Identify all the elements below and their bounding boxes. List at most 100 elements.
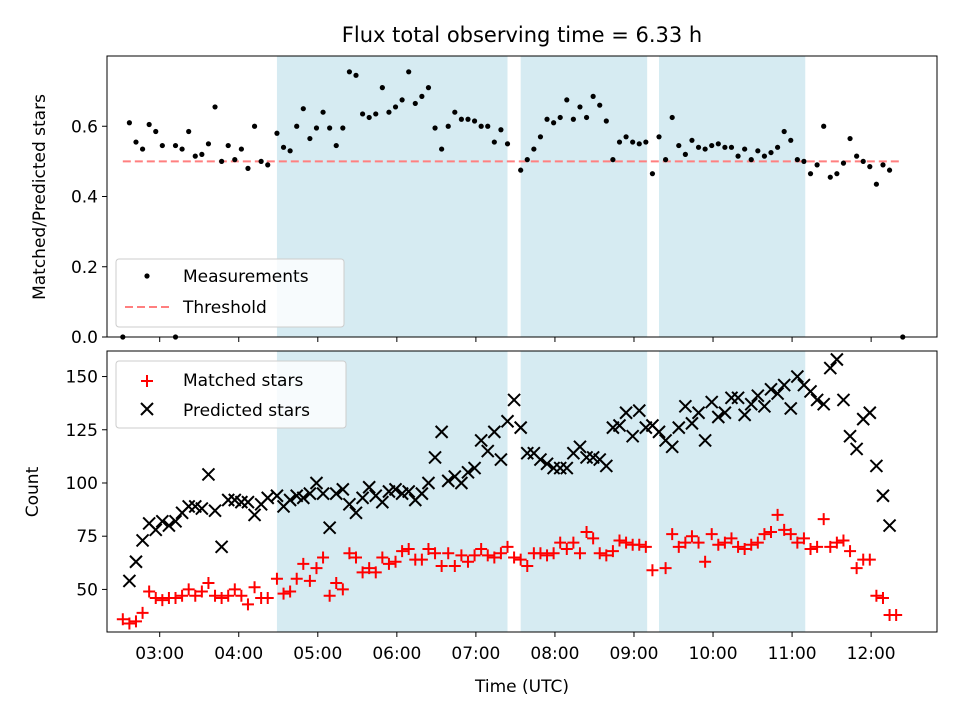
measurement-point: [774, 144, 781, 150]
observing-intervals-top: [276, 56, 806, 337]
measurement-point: [126, 120, 132, 126]
measurement-point: [715, 141, 721, 147]
matched-star-point: [297, 557, 310, 570]
measurement-point: [478, 123, 484, 129]
legend-predicted-label: Predicted stars: [183, 401, 310, 421]
bottom-axes-frame: [106, 350, 938, 633]
measurement-point: [643, 139, 649, 145]
matched-star-point: [422, 542, 435, 555]
measurement-point: [219, 158, 225, 164]
matched-star-point: [323, 589, 336, 602]
measurement-point: [465, 116, 471, 122]
matched-star-point: [890, 608, 903, 621]
matched-star-point: [705, 528, 718, 541]
matched-star-point: [402, 542, 415, 555]
matched-star-point: [863, 553, 876, 566]
measurement-point: [531, 146, 537, 152]
measurement-point: [695, 144, 702, 150]
matched-star-point: [620, 536, 633, 549]
measurement-point: [742, 146, 748, 152]
measurement-point: [854, 153, 860, 159]
top-y-ticks: 0.0 0.2 0.4 0.6: [71, 117, 107, 348]
measurement-point: [616, 139, 623, 145]
predicted-star-point: [487, 425, 502, 439]
measurement-point: [755, 148, 761, 154]
matched-star-point: [606, 545, 619, 558]
matched-star-point: [844, 545, 857, 558]
y-tick-label: 50: [76, 580, 98, 600]
matched-star-point: [169, 591, 182, 604]
predicted-star-point: [441, 474, 455, 488]
predicted-star-point: [467, 461, 482, 475]
measurement-point: [452, 109, 458, 115]
observing-interval: [659, 56, 806, 337]
measurement-point: [327, 125, 333, 131]
predicted-star-point: [863, 406, 877, 420]
predicted-star-point: [355, 491, 370, 505]
matched-star-point: [573, 547, 586, 560]
predicted-star-point: [882, 518, 897, 533]
predicted-star-point: [744, 397, 758, 411]
predicted-star-point: [757, 399, 772, 414]
matched-star-point: [718, 536, 731, 549]
legend-threshold-label: Threshold: [182, 298, 267, 318]
predicted-star-point: [208, 503, 222, 518]
measurement-point: [781, 128, 787, 135]
matched-star-point: [396, 545, 409, 558]
measurement-point: [748, 157, 754, 163]
matched-star-point: [613, 534, 626, 547]
measurement-point: [518, 167, 524, 173]
legend-matched-label: Matched stars: [183, 371, 303, 391]
matched-star-point: [646, 564, 659, 577]
predicted-star-point: [770, 386, 785, 401]
predicted-star-point: [665, 440, 679, 454]
measurement-point: [597, 102, 603, 108]
x-tick-label: 05:00: [293, 644, 342, 664]
measurement-point: [186, 128, 192, 135]
measurement-point: [280, 144, 287, 150]
measurement-point: [551, 120, 557, 126]
predicted-star-point: [751, 388, 765, 403]
predicted-star-point: [619, 406, 633, 420]
matched-star-point: [143, 585, 156, 598]
top-legend-box: [115, 258, 345, 328]
predicted-star-point: [513, 420, 528, 435]
measurement-point: [379, 85, 385, 91]
predicted-star-point: [849, 442, 864, 456]
top-legend: Measurements Threshold: [115, 258, 345, 328]
measurement-point: [768, 149, 774, 156]
predicted-star-point: [560, 461, 574, 475]
measurement-point: [172, 142, 179, 149]
predicted-star-point: [494, 452, 508, 467]
predicted-star-point: [122, 574, 137, 588]
matched-star-point: [488, 551, 501, 564]
matched-star-point: [547, 547, 560, 560]
bottom-legend-box: [115, 360, 347, 429]
matched-star-point: [541, 549, 554, 562]
predicted-star-point: [672, 420, 686, 435]
measurement-point: [406, 69, 412, 75]
x-tick-label: 04:00: [214, 644, 263, 664]
y-tick-label: 0.6: [71, 117, 98, 137]
measurement-point: [179, 146, 185, 152]
measurement-point: [412, 100, 418, 107]
matched-star-point: [284, 585, 297, 598]
predicted-star-point: [836, 393, 851, 407]
measurement-point: [689, 137, 695, 143]
predicted-star-point: [698, 433, 712, 448]
measurement-point: [590, 93, 596, 99]
measurement-point: [320, 109, 326, 115]
matched-star-point: [508, 551, 521, 564]
matched-star-point: [765, 525, 777, 538]
measurement-point: [274, 130, 280, 136]
predicted-star-point: [790, 369, 805, 384]
predicted-star-point: [500, 414, 515, 428]
measurement-point: [570, 116, 576, 122]
matched-star-point: [202, 577, 215, 590]
predicted-star-point: [129, 555, 143, 569]
y-tick-label: 0.2: [71, 258, 98, 278]
measurement-point: [649, 171, 656, 177]
matched-star-point: [633, 538, 646, 551]
measurement-point: [133, 139, 139, 145]
matched-star-point: [317, 551, 330, 564]
